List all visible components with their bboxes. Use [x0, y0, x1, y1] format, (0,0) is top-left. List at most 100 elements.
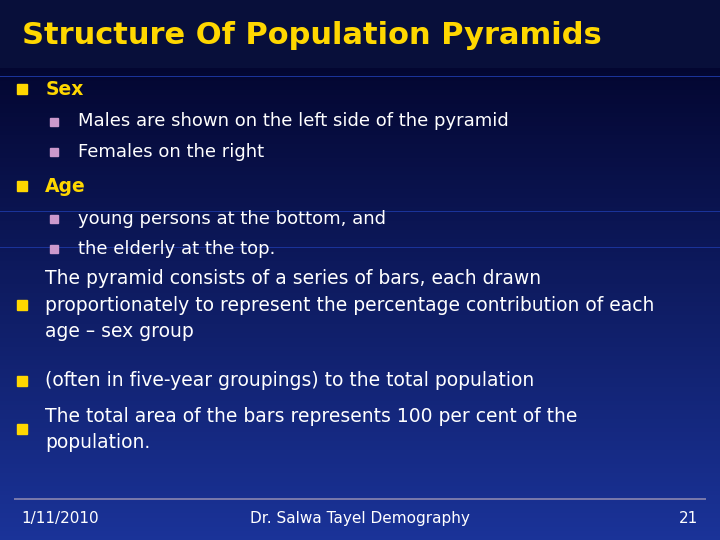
Bar — [0, 94, 720, 99]
Bar — [0, 126, 720, 131]
Text: Sex: Sex — [45, 79, 84, 99]
Bar — [0, 364, 720, 369]
Bar — [0, 531, 720, 536]
Bar — [0, 500, 720, 504]
Bar — [0, 198, 720, 202]
Bar — [0, 112, 720, 117]
Bar — [0, 441, 720, 445]
Bar — [0, 486, 720, 490]
Bar — [0, 284, 720, 288]
Bar — [0, 369, 720, 374]
Bar — [0, 158, 720, 162]
Bar — [0, 45, 720, 50]
Bar — [0, 122, 720, 126]
Bar — [0, 193, 720, 198]
Bar — [0, 392, 720, 396]
Bar — [0, 0, 720, 68]
Bar — [0, 536, 720, 540]
Bar — [0, 482, 720, 486]
Bar — [0, 428, 720, 432]
Text: Structure Of Population Pyramids: Structure Of Population Pyramids — [22, 21, 601, 50]
Text: Males are shown on the left side of the pyramid: Males are shown on the left side of the … — [78, 112, 508, 131]
Text: Females on the right: Females on the right — [78, 143, 264, 161]
Bar — [0, 58, 720, 63]
Bar — [0, 36, 720, 40]
Bar — [0, 459, 720, 463]
Bar — [0, 247, 720, 252]
Bar — [0, 409, 720, 414]
Bar — [0, 176, 720, 180]
Bar — [0, 85, 720, 90]
Bar — [0, 230, 720, 234]
Text: 1/11/2010: 1/11/2010 — [22, 511, 99, 526]
Bar — [0, 347, 720, 351]
Bar — [0, 212, 720, 216]
Bar — [0, 54, 720, 58]
Bar — [0, 68, 720, 72]
Bar — [0, 270, 720, 274]
Text: 21: 21 — [679, 511, 698, 526]
Bar — [0, 405, 720, 409]
Text: Dr. Salwa Tayel Demography: Dr. Salwa Tayel Demography — [250, 511, 470, 526]
Bar — [0, 220, 720, 225]
Bar — [0, 463, 720, 468]
Bar — [0, 401, 720, 405]
Bar — [0, 306, 720, 310]
Bar — [0, 243, 720, 247]
Bar — [0, 72, 720, 77]
Bar — [0, 0, 720, 4]
Bar — [0, 310, 720, 315]
Bar — [0, 293, 720, 297]
Bar — [0, 81, 720, 85]
Bar — [0, 396, 720, 401]
Bar — [0, 342, 720, 347]
Bar — [0, 328, 720, 333]
Text: The pyramid consists of a series of bars, each drawn
proportionately to represen: The pyramid consists of a series of bars… — [45, 269, 654, 341]
Bar — [0, 324, 720, 328]
Bar — [0, 4, 720, 9]
Bar — [0, 207, 720, 212]
Bar — [0, 14, 720, 18]
Bar — [0, 360, 720, 364]
Bar — [0, 40, 720, 45]
Text: young persons at the bottom, and: young persons at the bottom, and — [78, 210, 386, 228]
Bar — [0, 517, 720, 522]
Text: the elderly at the top.: the elderly at the top. — [78, 240, 275, 259]
Bar — [0, 135, 720, 139]
Bar — [0, 31, 720, 36]
Bar — [0, 450, 720, 455]
Bar — [0, 148, 720, 153]
Bar — [0, 414, 720, 418]
Bar — [0, 266, 720, 270]
Bar — [0, 455, 720, 459]
Bar — [0, 333, 720, 338]
Bar — [0, 162, 720, 166]
Bar — [0, 382, 720, 387]
Bar — [0, 509, 720, 513]
Text: Age: Age — [45, 177, 86, 196]
Bar — [0, 144, 720, 148]
Bar — [0, 378, 720, 382]
Bar — [0, 315, 720, 320]
Bar — [0, 202, 720, 207]
Bar — [0, 104, 720, 108]
Bar — [0, 77, 720, 81]
Bar — [0, 374, 720, 378]
Bar — [0, 490, 720, 495]
Bar — [0, 63, 720, 68]
Bar — [0, 50, 720, 54]
Bar — [0, 239, 720, 243]
Text: (often in five-year groupings) to the total population: (often in five-year groupings) to the to… — [45, 371, 535, 390]
Bar — [0, 468, 720, 472]
Bar — [0, 108, 720, 112]
Bar — [0, 274, 720, 279]
Bar — [0, 423, 720, 428]
Bar — [0, 526, 720, 531]
Bar — [0, 139, 720, 144]
Bar — [0, 252, 720, 256]
Bar — [0, 418, 720, 423]
Bar — [0, 495, 720, 500]
Bar — [0, 189, 720, 193]
Bar — [0, 301, 720, 306]
Bar — [0, 320, 720, 324]
